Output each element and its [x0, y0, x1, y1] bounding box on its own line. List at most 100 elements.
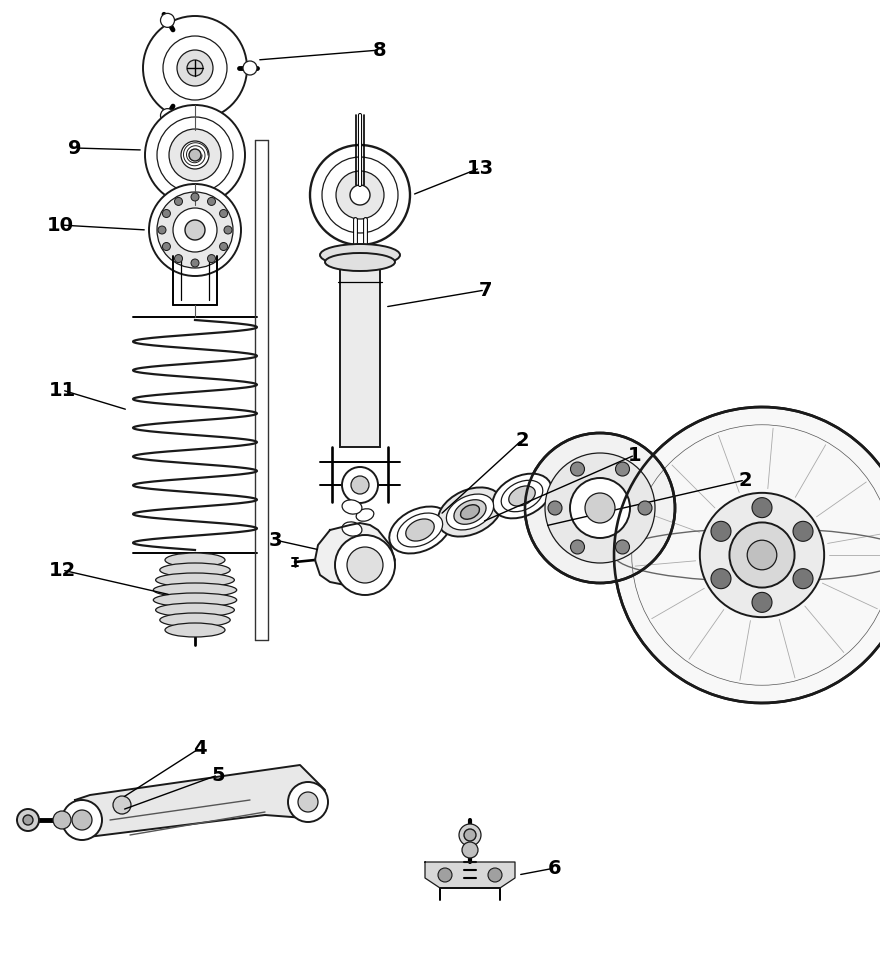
Circle shape	[23, 815, 33, 825]
Circle shape	[72, 810, 92, 830]
Circle shape	[157, 117, 233, 193]
Circle shape	[462, 842, 478, 858]
Circle shape	[220, 210, 228, 217]
Circle shape	[752, 497, 772, 518]
Text: 11: 11	[48, 381, 76, 400]
Circle shape	[208, 197, 216, 206]
Circle shape	[288, 782, 328, 822]
Text: 4: 4	[194, 738, 207, 757]
Circle shape	[488, 868, 502, 882]
Circle shape	[143, 16, 247, 120]
Circle shape	[163, 242, 171, 250]
Text: 7: 7	[478, 280, 492, 299]
Circle shape	[224, 226, 232, 234]
Circle shape	[187, 60, 203, 76]
Text: 13: 13	[466, 158, 494, 178]
Circle shape	[208, 255, 216, 263]
Bar	[340, 267, 380, 447]
Circle shape	[638, 501, 652, 515]
Ellipse shape	[156, 603, 234, 617]
Polygon shape	[315, 523, 395, 585]
Circle shape	[525, 433, 675, 583]
Circle shape	[173, 208, 217, 252]
Ellipse shape	[342, 522, 362, 536]
Circle shape	[113, 796, 131, 814]
Ellipse shape	[153, 593, 237, 607]
Circle shape	[711, 569, 731, 588]
Ellipse shape	[153, 583, 237, 597]
Circle shape	[174, 255, 182, 263]
Ellipse shape	[320, 244, 400, 266]
Circle shape	[615, 540, 629, 554]
Ellipse shape	[389, 506, 451, 554]
Circle shape	[174, 197, 182, 206]
Ellipse shape	[493, 473, 552, 519]
Circle shape	[243, 61, 257, 75]
Ellipse shape	[356, 509, 374, 522]
Circle shape	[322, 157, 398, 233]
Circle shape	[157, 192, 233, 268]
Circle shape	[163, 210, 171, 217]
Circle shape	[545, 453, 655, 563]
Circle shape	[17, 809, 39, 831]
Ellipse shape	[160, 613, 231, 627]
Circle shape	[700, 493, 825, 617]
Text: 12: 12	[48, 560, 76, 580]
Circle shape	[310, 145, 410, 245]
Circle shape	[570, 540, 584, 554]
Polygon shape	[72, 765, 325, 838]
Ellipse shape	[446, 494, 494, 530]
Circle shape	[615, 462, 629, 476]
Circle shape	[459, 824, 481, 846]
Text: 9: 9	[69, 138, 82, 157]
Circle shape	[335, 535, 395, 595]
Text: 6: 6	[548, 859, 561, 877]
Ellipse shape	[165, 553, 225, 567]
Ellipse shape	[460, 505, 480, 520]
Ellipse shape	[356, 530, 374, 543]
Circle shape	[149, 184, 241, 276]
Circle shape	[351, 476, 369, 494]
Circle shape	[169, 129, 221, 181]
Circle shape	[177, 50, 213, 86]
Circle shape	[614, 407, 880, 703]
Circle shape	[158, 226, 166, 234]
Circle shape	[163, 36, 227, 100]
Text: 8: 8	[373, 41, 387, 60]
Circle shape	[181, 141, 209, 169]
Ellipse shape	[438, 488, 502, 536]
Text: 3: 3	[268, 530, 282, 550]
Text: 2: 2	[515, 431, 529, 449]
Circle shape	[160, 14, 174, 27]
Circle shape	[711, 522, 731, 541]
Ellipse shape	[509, 486, 535, 506]
Ellipse shape	[398, 513, 443, 547]
Circle shape	[793, 569, 813, 588]
Circle shape	[438, 868, 452, 882]
Circle shape	[191, 259, 199, 267]
Circle shape	[730, 523, 795, 587]
Circle shape	[548, 501, 562, 515]
Circle shape	[298, 792, 318, 812]
Ellipse shape	[160, 563, 231, 577]
Circle shape	[570, 462, 584, 476]
Circle shape	[191, 193, 199, 201]
Circle shape	[752, 592, 772, 612]
Text: 1: 1	[628, 445, 642, 465]
Circle shape	[347, 547, 383, 583]
Text: 5: 5	[211, 765, 224, 784]
Circle shape	[220, 242, 228, 250]
Circle shape	[145, 105, 245, 205]
Ellipse shape	[325, 253, 395, 271]
Circle shape	[793, 522, 813, 541]
Circle shape	[585, 493, 615, 523]
Ellipse shape	[342, 544, 362, 558]
Circle shape	[464, 829, 476, 841]
Circle shape	[336, 171, 384, 219]
Circle shape	[62, 800, 102, 840]
Ellipse shape	[156, 573, 234, 587]
Ellipse shape	[356, 553, 374, 565]
Circle shape	[189, 149, 201, 161]
Circle shape	[570, 478, 630, 538]
Circle shape	[160, 108, 174, 123]
